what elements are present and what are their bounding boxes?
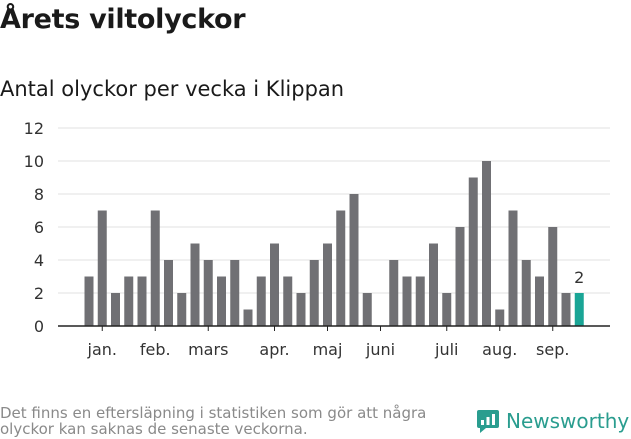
bar (402, 276, 412, 326)
bar (270, 243, 279, 326)
x-tick-label: juni (365, 340, 395, 359)
bar (389, 260, 399, 326)
bar (283, 276, 293, 326)
bar (243, 309, 253, 326)
bar (548, 227, 558, 326)
y-tick-label: 8 (34, 185, 44, 204)
bar (97, 210, 107, 326)
bar (455, 227, 465, 326)
chart-title: Årets viltolyckor (0, 4, 246, 35)
bar (84, 276, 94, 326)
bar (429, 243, 438, 326)
bar-highlight (574, 293, 584, 326)
bar (150, 210, 160, 326)
y-tick-label: 0 (34, 317, 44, 336)
y-tick-label: 4 (34, 251, 44, 270)
bar (230, 260, 240, 326)
footnote: Det finns en eftersläpning i statistiken… (0, 404, 427, 438)
y-tick-label: 12 (24, 119, 44, 138)
bar (535, 276, 544, 326)
y-tick-label: 10 (24, 152, 44, 171)
bar (482, 161, 491, 326)
bar (256, 276, 266, 326)
bar (203, 260, 213, 326)
bar (323, 243, 332, 326)
bar (442, 293, 452, 326)
x-tick-label: jan. (87, 340, 117, 359)
x-tick-label: feb. (140, 340, 171, 359)
bar (495, 309, 505, 326)
x-tick-label: mars (188, 340, 228, 359)
bar (521, 260, 531, 326)
x-tick-label: sep. (536, 340, 569, 359)
bar (336, 210, 346, 326)
bar (468, 177, 478, 326)
brand-name: Newsworthy (506, 409, 630, 433)
bar (124, 276, 134, 326)
bar (349, 194, 359, 326)
bar (190, 243, 200, 326)
bar (217, 276, 226, 326)
y-tick-label: 2 (34, 284, 44, 303)
x-tick-label: maj (313, 340, 343, 359)
bar (177, 293, 187, 326)
data-label: 2 (574, 268, 584, 287)
chart-subtitle: Antal olyckor per vecka i Klippan (0, 77, 345, 101)
brand-logo: Newsworthy (476, 408, 629, 434)
bar (164, 260, 173, 326)
bar (137, 276, 147, 326)
newsworthy-icon (477, 410, 499, 433)
x-tick-label: juli (434, 340, 458, 359)
bar-chart: 0 2 4 6 8 10 12 2 jan. feb. mars apr. maj juni juli aug… (24, 119, 610, 359)
bar (296, 293, 306, 326)
x-tick-label: apr. (259, 340, 289, 359)
bar (362, 293, 372, 326)
y-tick-label: 6 (34, 218, 44, 237)
bar (111, 293, 120, 326)
x-tick-label: aug. (482, 340, 517, 359)
bar (508, 210, 518, 326)
bar (561, 293, 571, 326)
bar (415, 276, 425, 326)
bar (309, 260, 319, 326)
